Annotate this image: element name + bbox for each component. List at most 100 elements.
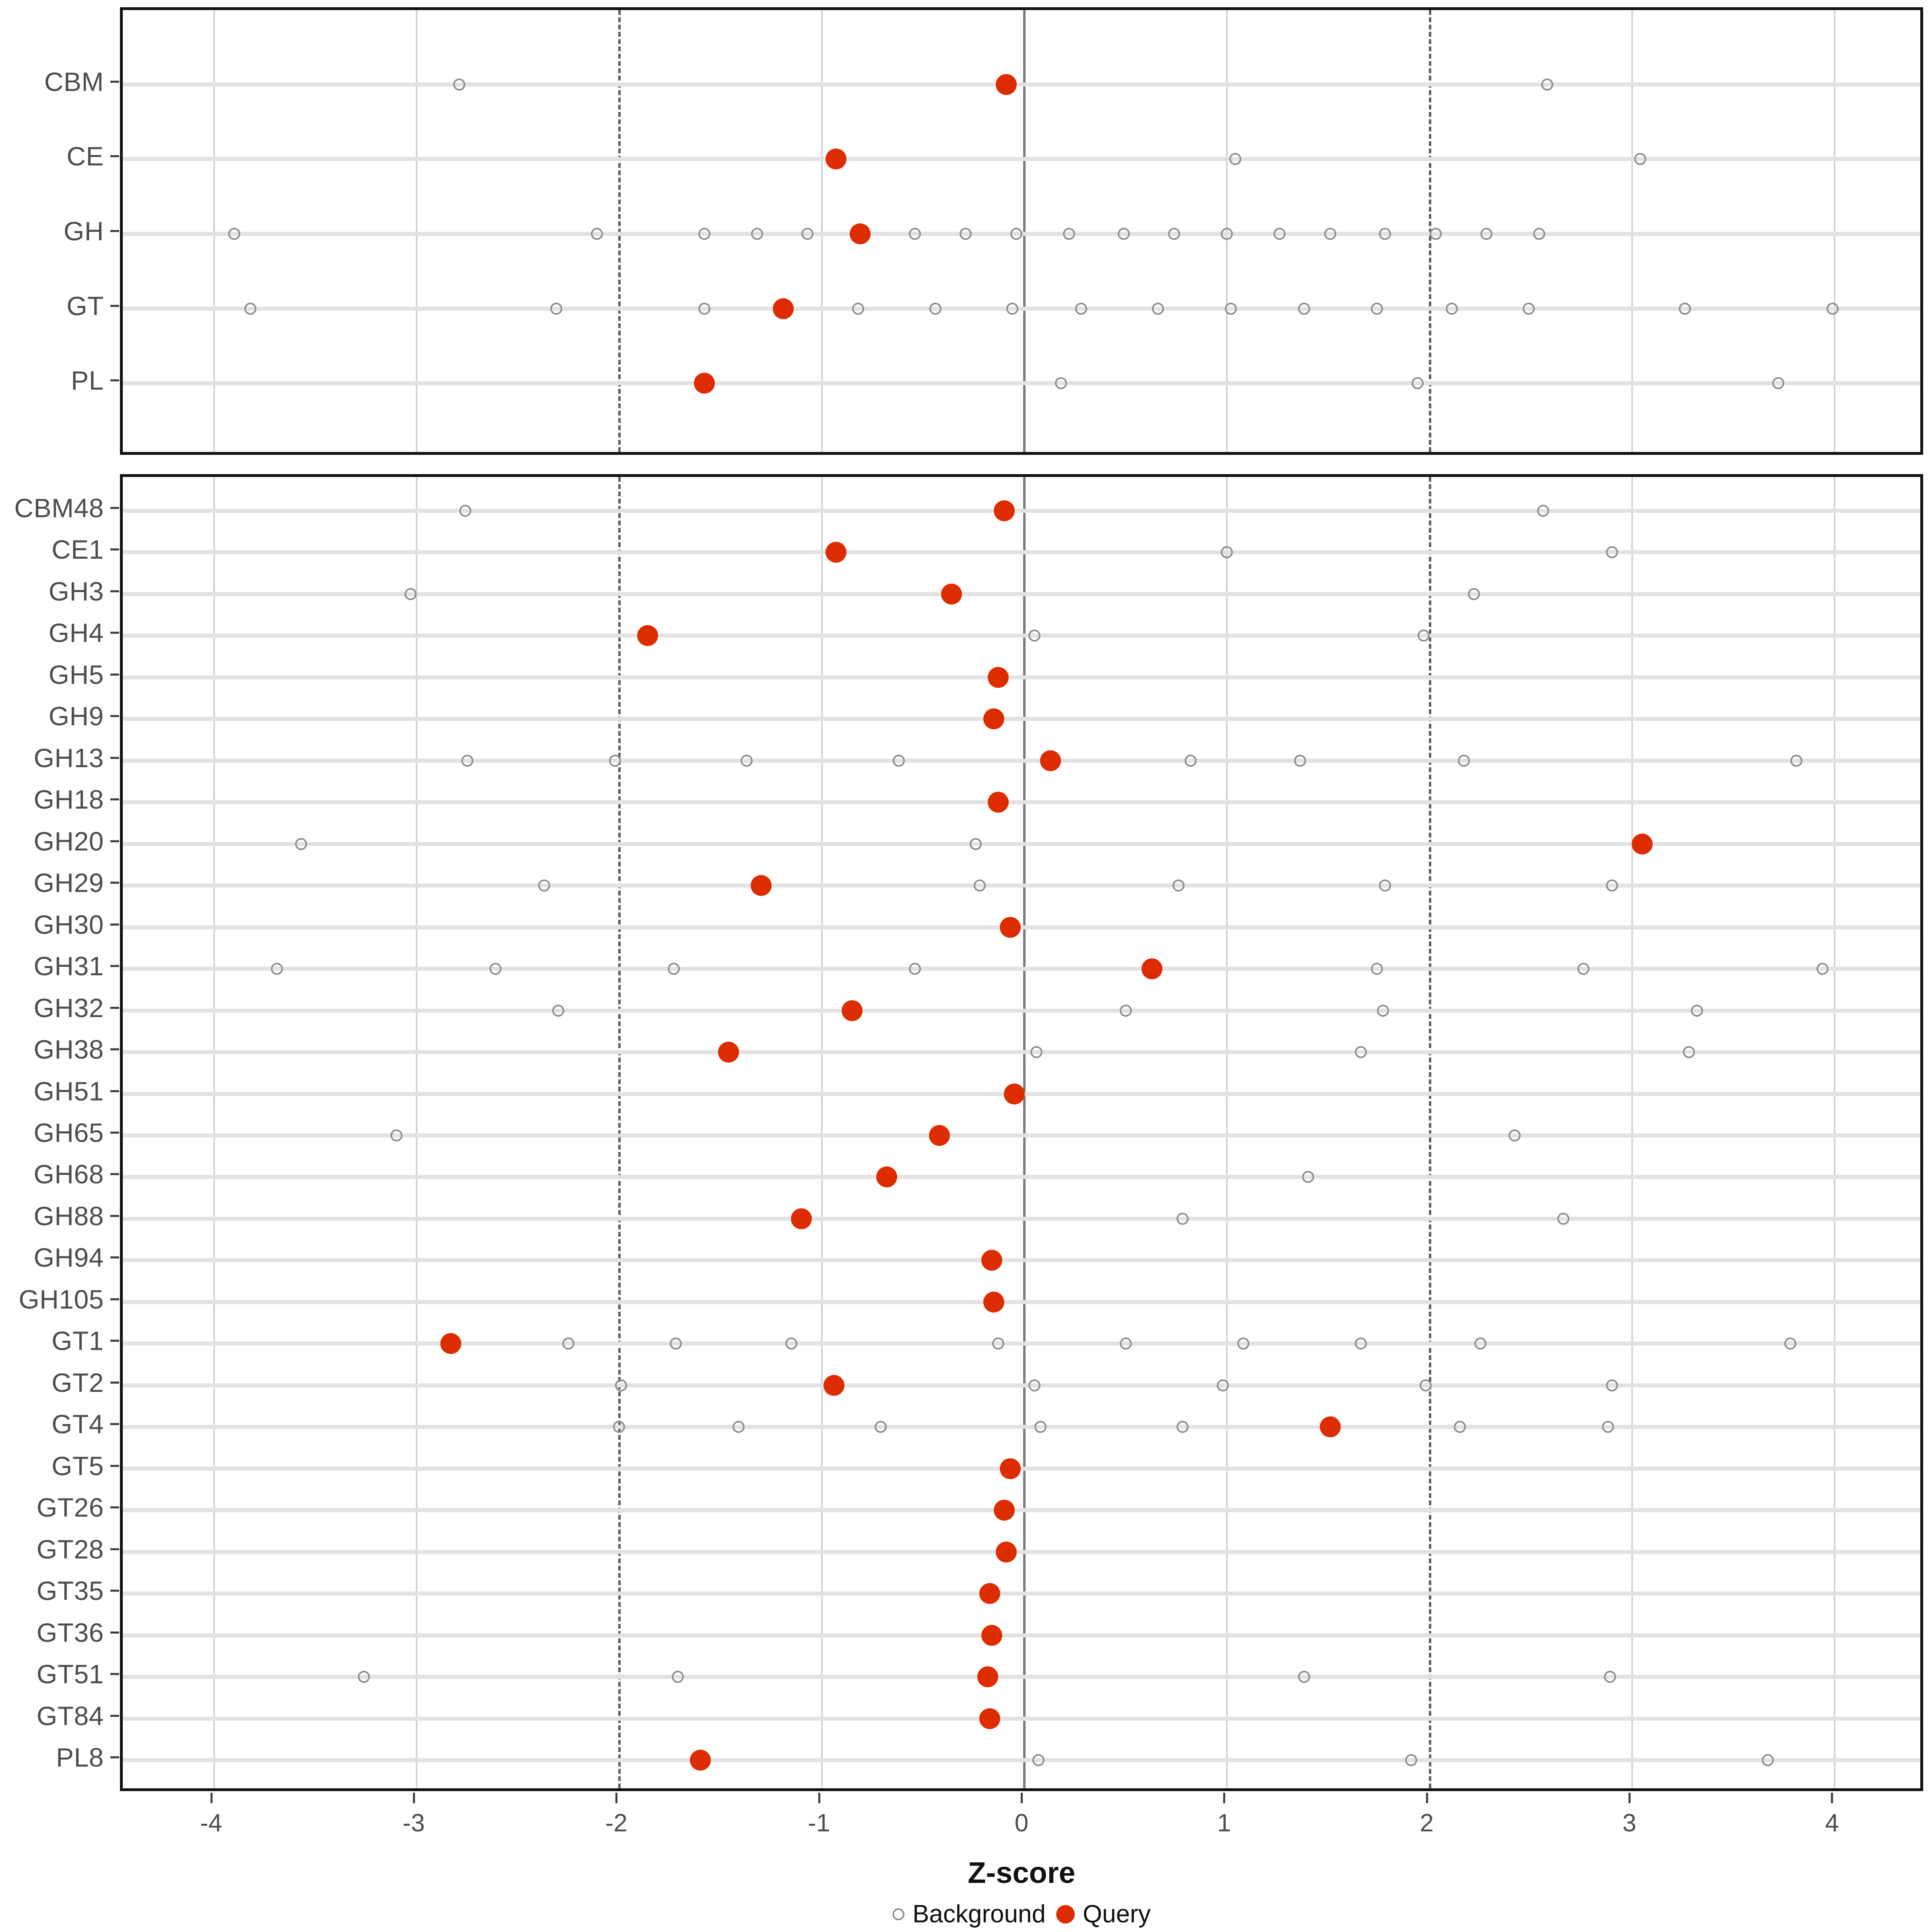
query-point[interactable] [999, 1458, 1021, 1479]
query-point[interactable] [1141, 958, 1163, 980]
background-point[interactable] [1419, 1379, 1432, 1391]
background-point[interactable] [1010, 228, 1022, 240]
background-point[interactable] [1176, 1212, 1189, 1225]
legend-item-query[interactable]: Query [1056, 1900, 1151, 1928]
background-point[interactable] [615, 1379, 627, 1391]
query-point[interactable] [1632, 833, 1653, 855]
background-point[interactable] [1075, 302, 1087, 315]
query-point[interactable] [979, 1708, 1001, 1729]
background-point[interactable] [1691, 1004, 1703, 1017]
background-point[interactable] [1168, 228, 1181, 240]
query-point[interactable] [694, 373, 715, 394]
background-point[interactable] [1294, 754, 1306, 767]
background-point[interactable] [1030, 1046, 1043, 1059]
background-point[interactable] [1634, 153, 1647, 165]
background-point[interactable] [1117, 228, 1130, 240]
background-point[interactable] [613, 1421, 625, 1433]
background-point[interactable] [1678, 302, 1691, 315]
background-point[interactable] [1377, 1004, 1389, 1017]
query-point[interactable] [850, 223, 871, 244]
background-point[interactable] [609, 754, 621, 767]
background-point[interactable] [1172, 879, 1185, 892]
query-point[interactable] [929, 1125, 950, 1146]
query-point[interactable] [983, 1291, 1005, 1313]
background-point[interactable] [1537, 504, 1549, 517]
query-point[interactable] [999, 916, 1021, 938]
legend-item-background[interactable]: Background [892, 1900, 1046, 1928]
background-point[interactable] [1762, 1754, 1774, 1767]
background-point[interactable] [1458, 754, 1470, 767]
background-point[interactable] [672, 1671, 684, 1683]
background-point[interactable] [1298, 302, 1310, 315]
background-point[interactable] [244, 302, 257, 315]
background-point[interactable] [1237, 1338, 1249, 1350]
background-point[interactable] [1523, 302, 1535, 315]
background-point[interactable] [1229, 153, 1241, 165]
query-point[interactable] [993, 500, 1015, 521]
background-point[interactable] [785, 1338, 798, 1350]
background-point[interactable] [550, 302, 563, 315]
background-point[interactable] [1119, 1338, 1132, 1350]
query-point[interactable] [772, 298, 794, 319]
background-point[interactable] [970, 838, 982, 850]
background-point[interactable] [909, 228, 921, 240]
background-point[interactable] [874, 1421, 887, 1433]
background-point[interactable] [892, 754, 905, 767]
background-point[interactable] [1028, 1379, 1041, 1391]
background-point[interactable] [562, 1338, 575, 1350]
query-point[interactable] [987, 667, 1009, 688]
background-point[interactable] [1474, 1338, 1486, 1350]
query-point[interactable] [993, 1500, 1015, 1521]
background-point[interactable] [929, 302, 941, 315]
background-point[interactable] [1176, 1421, 1189, 1433]
background-point[interactable] [733, 1421, 745, 1433]
background-point[interactable] [1541, 78, 1553, 91]
background-point[interactable] [1606, 879, 1618, 892]
background-point[interactable] [270, 963, 283, 975]
background-point[interactable] [1063, 228, 1075, 240]
query-point[interactable] [825, 149, 846, 170]
background-point[interactable] [1417, 630, 1430, 642]
background-point[interactable] [1480, 228, 1492, 240]
background-point[interactable] [1683, 1046, 1695, 1059]
background-point[interactable] [992, 1338, 1004, 1350]
background-point[interactable] [295, 838, 307, 850]
background-point[interactable] [590, 228, 603, 240]
background-point[interactable] [1302, 1171, 1314, 1183]
background-point[interactable] [1221, 228, 1233, 240]
query-point[interactable] [983, 708, 1005, 730]
background-point[interactable] [1298, 1671, 1310, 1683]
background-point[interactable] [461, 754, 473, 767]
background-point[interactable] [1225, 302, 1237, 315]
background-point[interactable] [1006, 302, 1018, 315]
background-point[interactable] [974, 879, 986, 892]
background-point[interactable] [1827, 302, 1839, 315]
background-point[interactable] [1379, 228, 1391, 240]
background-point[interactable] [1602, 1421, 1614, 1433]
background-point[interactable] [1119, 1004, 1132, 1017]
query-point[interactable] [1320, 1416, 1341, 1438]
background-point[interactable] [1371, 302, 1383, 315]
background-point[interactable] [1354, 1338, 1367, 1350]
background-point[interactable] [670, 1338, 682, 1350]
background-point[interactable] [228, 228, 240, 240]
query-point[interactable] [995, 1541, 1017, 1563]
background-point[interactable] [1354, 1046, 1367, 1059]
query-point[interactable] [825, 542, 846, 563]
background-point[interactable] [1371, 963, 1383, 975]
background-point[interactable] [698, 228, 710, 240]
query-point[interactable] [1040, 750, 1061, 771]
query-point[interactable] [977, 1666, 999, 1688]
background-point[interactable] [751, 228, 763, 240]
background-point[interactable] [1152, 302, 1164, 315]
background-point[interactable] [390, 1129, 402, 1141]
background-point[interactable] [960, 228, 972, 240]
background-point[interactable] [1454, 1421, 1466, 1433]
background-point[interactable] [1379, 879, 1391, 892]
query-point[interactable] [981, 1250, 1003, 1271]
background-point[interactable] [1790, 754, 1802, 767]
query-point[interactable] [981, 1624, 1003, 1646]
background-point[interactable] [1411, 377, 1424, 390]
background-point[interactable] [358, 1671, 370, 1683]
query-point[interactable] [750, 875, 772, 896]
